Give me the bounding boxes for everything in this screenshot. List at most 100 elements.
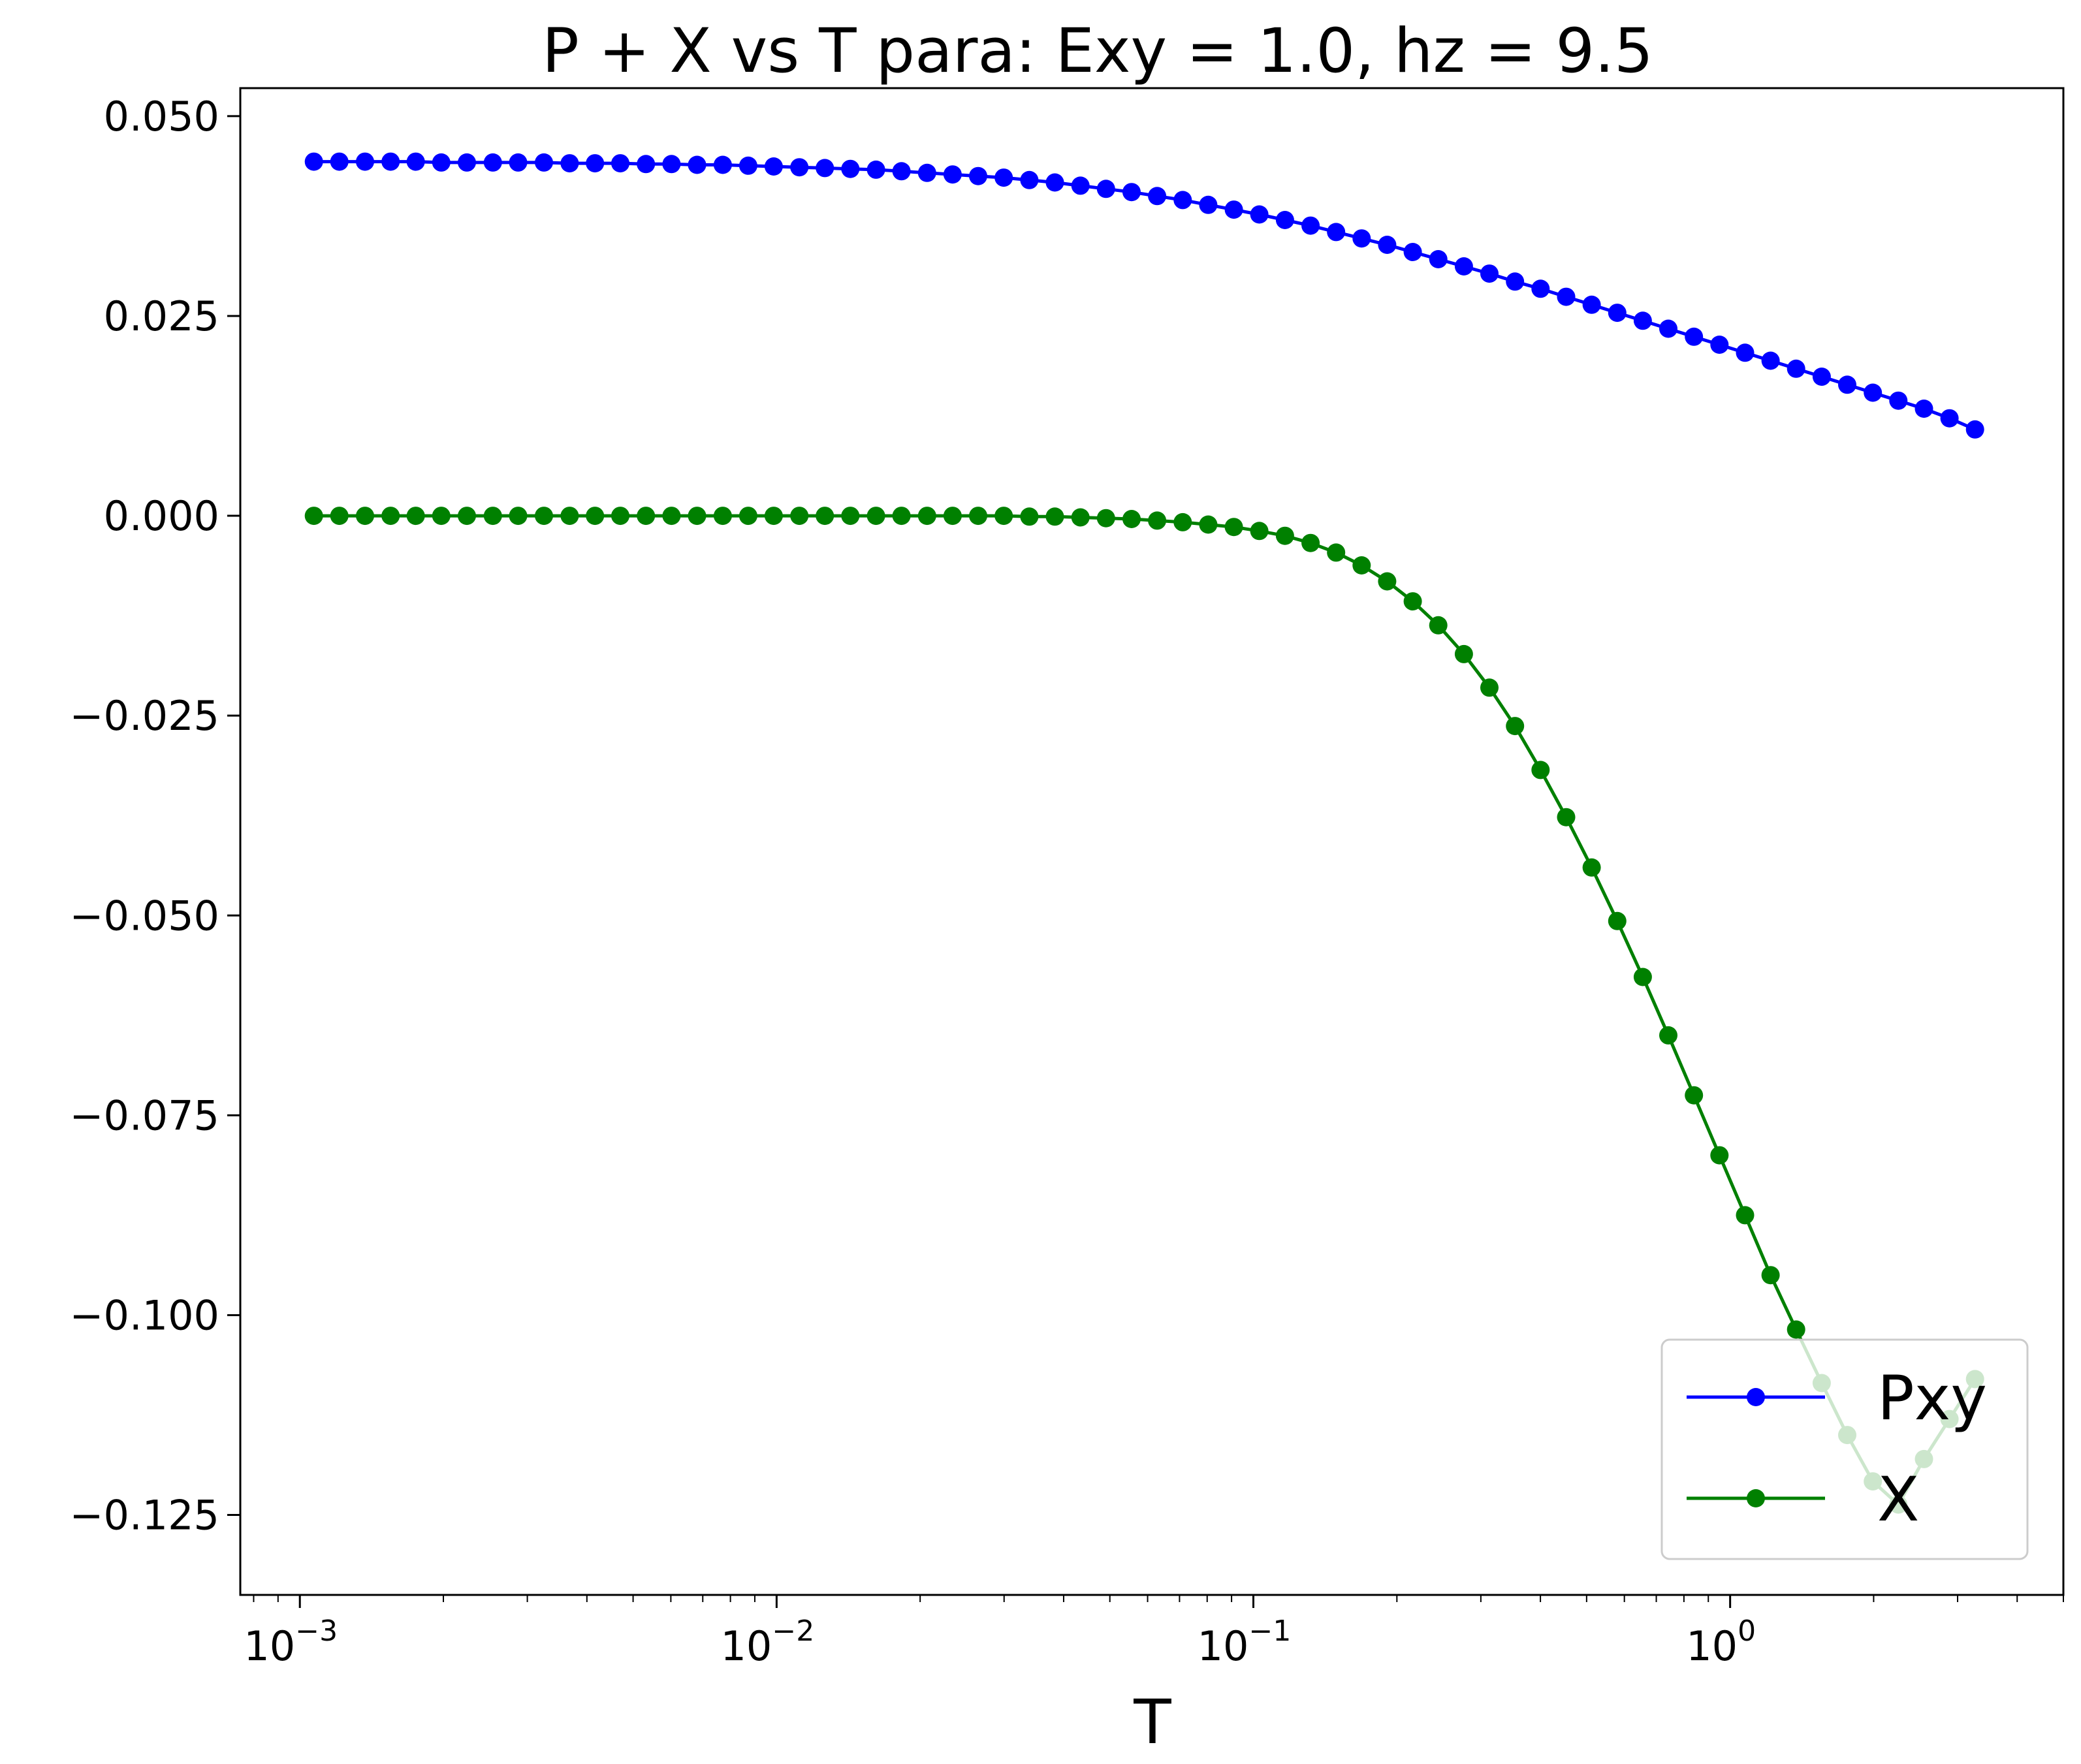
data-point-pxy	[535, 153, 553, 172]
data-point-pxy	[739, 156, 757, 175]
data-point-x	[662, 507, 681, 526]
data-point-pxy	[1250, 205, 1269, 224]
data-point-x	[790, 507, 809, 526]
data-point-x	[1352, 556, 1371, 575]
data-point-x	[1582, 858, 1601, 877]
data-point-x	[406, 507, 425, 526]
data-point-x	[1096, 509, 1115, 528]
data-point-pxy	[917, 163, 936, 182]
data-point-x	[841, 507, 860, 526]
data-point-x	[1454, 644, 1473, 663]
data-point-pxy	[866, 160, 885, 179]
data-point-pxy	[560, 154, 579, 173]
data-point-x	[458, 507, 476, 526]
data-point-pxy	[1557, 287, 1576, 306]
data-point-pxy	[1454, 257, 1473, 276]
data-point-pxy	[1965, 420, 1984, 439]
data-point-x	[1787, 1320, 1805, 1339]
data-point-pxy	[1940, 409, 1959, 428]
data-point-x	[713, 507, 732, 526]
data-point-x	[483, 507, 502, 526]
data-point-pxy	[458, 153, 476, 172]
data-point-x	[1659, 1026, 1677, 1045]
data-point-x	[1122, 510, 1141, 528]
data-point-x	[356, 507, 374, 526]
data-point-pxy	[662, 155, 681, 174]
data-point-x	[1275, 526, 1294, 545]
data-point-pxy	[483, 153, 502, 172]
data-point-x	[1761, 1266, 1780, 1285]
data-point-pxy	[1659, 319, 1677, 338]
data-point-x	[1710, 1146, 1729, 1165]
data-point-x	[330, 507, 349, 526]
data-point-pxy	[892, 162, 911, 181]
data-point-pxy	[611, 154, 629, 173]
data-point-pxy	[637, 155, 656, 174]
data-point-pxy	[432, 153, 451, 172]
data-point-pxy	[841, 159, 860, 178]
data-point-pxy	[1531, 279, 1550, 298]
x-tick-label: 10−2	[720, 1614, 814, 1670]
chart-title: P + X vs T para: Exy = 1.0, hz = 9.5	[542, 16, 1653, 87]
data-point-x	[1685, 1086, 1704, 1105]
plot-frame	[239, 87, 2065, 1596]
data-point-pxy	[1480, 264, 1499, 283]
data-point-pxy	[1787, 359, 1805, 378]
data-point-x	[637, 507, 656, 526]
data-point-pxy	[1378, 236, 1397, 254]
data-point-pxy	[1685, 327, 1704, 346]
data-point-x	[892, 507, 911, 526]
data-point-x	[1224, 518, 1243, 537]
data-point-pxy	[330, 152, 349, 171]
data-point-x	[866, 507, 885, 526]
y-tick-label: −0.050	[70, 892, 219, 939]
data-point-x	[381, 507, 400, 526]
y-tick-label: −0.125	[70, 1492, 219, 1539]
data-point-x	[1173, 512, 1192, 531]
data-point-x	[969, 507, 987, 526]
legend-marker-x	[1747, 1489, 1765, 1507]
data-point-pxy	[1275, 211, 1294, 229]
data-point-pxy	[816, 159, 834, 178]
data-point-x	[1608, 911, 1627, 930]
data-point-x	[1429, 616, 1448, 635]
data-point-x	[1403, 592, 1422, 611]
data-point-pxy	[1736, 343, 1755, 362]
data-point-pxy	[943, 165, 962, 184]
data-point-pxy	[1812, 368, 1831, 386]
y-tick-label: −0.025	[70, 692, 219, 740]
data-point-x	[611, 507, 629, 526]
data-point-pxy	[1429, 250, 1448, 268]
data-point-x	[816, 507, 834, 526]
data-point-pxy	[509, 153, 528, 172]
data-point-x	[1301, 533, 1320, 552]
data-point-pxy	[1301, 216, 1320, 235]
data-point-pxy	[1327, 223, 1346, 242]
x-axis-label: T	[1133, 1687, 1171, 1758]
data-point-pxy	[1864, 383, 1882, 402]
data-point-pxy	[688, 155, 707, 174]
data-point-x	[1557, 808, 1576, 827]
x-tick-label: 10−3	[244, 1614, 338, 1670]
y-tick-label: 0.025	[104, 292, 220, 340]
data-point-x	[1378, 572, 1397, 591]
data-point-pxy	[1403, 243, 1422, 261]
x-axis-ticks: 10−3 10−2 10−1 100	[244, 1595, 2064, 1670]
data-point-pxy	[1148, 187, 1167, 206]
data-point-x	[1199, 515, 1218, 534]
data-point-pxy	[381, 152, 400, 171]
data-point-x	[509, 507, 528, 526]
data-point-x	[764, 507, 783, 526]
data-point-pxy	[1071, 176, 1090, 195]
data-point-x	[1506, 717, 1525, 736]
data-point-x	[917, 507, 936, 526]
data-point-x	[1250, 522, 1269, 541]
data-point-x	[1736, 1206, 1755, 1225]
data-point-pxy	[356, 152, 374, 171]
data-point-pxy	[1506, 272, 1525, 291]
data-point-pxy	[1173, 191, 1192, 210]
data-point-pxy	[406, 152, 425, 171]
x-tick-label: 10−1	[1198, 1614, 1292, 1670]
data-point-pxy	[1582, 295, 1601, 314]
